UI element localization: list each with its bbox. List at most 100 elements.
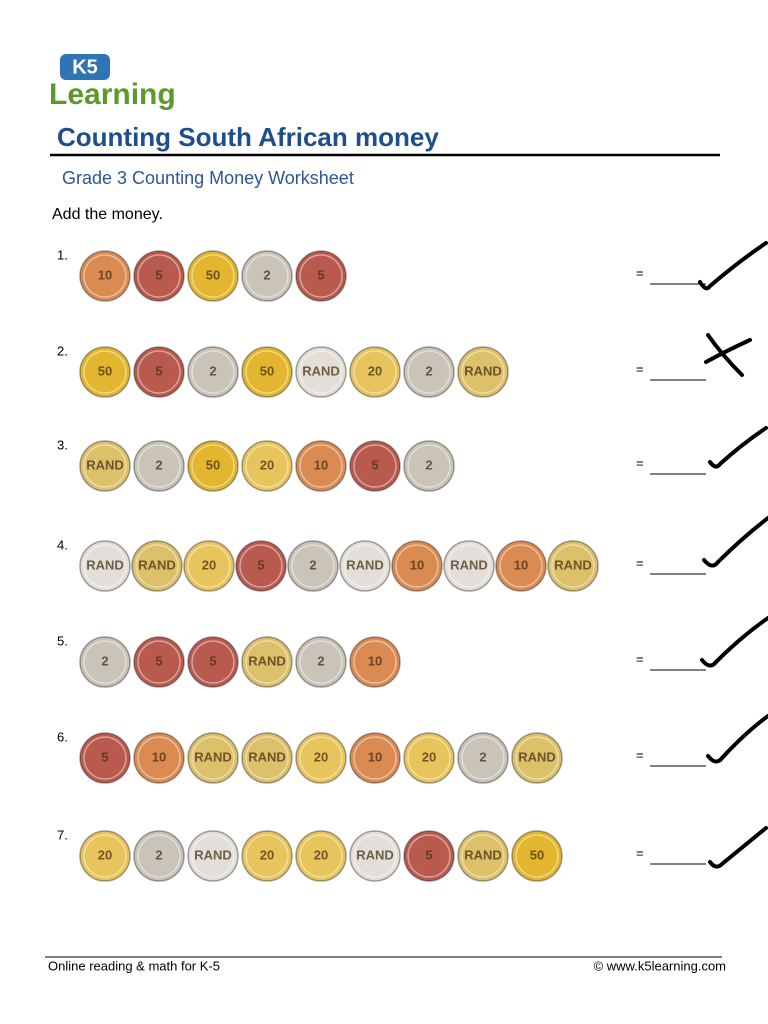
coin-face: RAND	[518, 749, 556, 764]
logo-badge-box	[60, 54, 110, 80]
coin: 5	[133, 636, 185, 688]
coin-face: 5	[209, 653, 216, 668]
coin-body	[79, 830, 131, 882]
coin-body	[443, 540, 495, 592]
coin-face: 20	[202, 557, 216, 572]
coin: RAND	[457, 830, 509, 882]
coin-rim	[83, 350, 127, 394]
coin-face: 50	[260, 363, 274, 378]
coin: 10	[295, 440, 347, 492]
coin-body	[133, 636, 185, 688]
coin-body	[295, 250, 347, 302]
grading-marks	[698, 241, 768, 869]
coin: RAND	[187, 732, 239, 784]
coin-body	[133, 440, 185, 492]
coin-face: RAND	[86, 557, 124, 572]
coin: 5	[349, 440, 401, 492]
coin-body	[235, 540, 287, 592]
coin-face: 2	[425, 457, 432, 472]
footer-right: © www.k5learning.com	[594, 958, 726, 973]
coin-body	[295, 636, 347, 688]
coin-body	[187, 830, 239, 882]
coin-face: 20	[260, 457, 274, 472]
coin-face: RAND	[356, 847, 394, 862]
coin-face: RAND	[554, 557, 592, 572]
coin-face: 5	[317, 267, 324, 282]
coin-body	[187, 636, 239, 688]
coin: 20	[79, 830, 131, 882]
coin-rim	[245, 640, 289, 684]
check-mark	[708, 826, 768, 869]
question-number: 4.	[57, 537, 68, 552]
coin: 20	[349, 346, 401, 398]
coin-body	[241, 440, 293, 492]
coin-face: 2	[317, 653, 324, 668]
check-mark	[698, 241, 768, 291]
coin-body	[295, 346, 347, 398]
question: 3. RAND 2 50 20 10 5 2 =	[57, 437, 706, 492]
check-mark	[700, 616, 768, 668]
coin-rim	[245, 834, 289, 878]
coin-rim	[239, 544, 283, 588]
coin: 5	[133, 346, 185, 398]
questions: 1.10 5 50 2 5 =2.50 5 2 50 RAND 20 2 RAND =3.RAND 2 50 2…	[57, 247, 706, 882]
coin-face: 5	[101, 749, 108, 764]
coin: 50	[79, 346, 131, 398]
coin-body	[187, 250, 239, 302]
coin: RAND	[349, 830, 401, 882]
coin: 5	[235, 540, 287, 592]
coin-rim	[461, 736, 505, 780]
coin-face: 50	[530, 847, 544, 862]
coin-face: 20	[422, 749, 436, 764]
coin: RAND	[187, 830, 239, 882]
coin-body	[79, 250, 131, 302]
coin-rim	[83, 544, 127, 588]
coin-rim	[353, 444, 397, 488]
coin-body	[403, 440, 455, 492]
coin-face: 5	[371, 457, 378, 472]
coin-body	[79, 636, 131, 688]
coin-face: RAND	[248, 749, 286, 764]
coin: 2	[241, 250, 293, 302]
coin: RAND	[457, 346, 509, 398]
question-number: 6.	[57, 729, 68, 744]
coin: RAND	[547, 540, 599, 592]
coin-rim	[395, 544, 439, 588]
coin: 10	[79, 250, 131, 302]
coin-rim	[191, 350, 235, 394]
coin-rim	[353, 640, 397, 684]
coin-rim	[191, 834, 235, 878]
question: 1. 10 5 50 2 5 =	[57, 247, 706, 302]
coin-rim	[299, 736, 343, 780]
coin-rim	[291, 544, 335, 588]
coin-rim	[137, 254, 181, 298]
coin-body	[133, 346, 185, 398]
equals-sign: =	[636, 651, 644, 666]
coin-face: RAND	[346, 557, 384, 572]
coin-body	[457, 346, 509, 398]
coin: 10	[349, 732, 401, 784]
coin-body	[241, 732, 293, 784]
coin-face: RAND	[302, 363, 340, 378]
coin-body	[241, 636, 293, 688]
coin-body	[495, 540, 547, 592]
coin: 10	[391, 540, 443, 592]
coin: RAND	[241, 732, 293, 784]
coin: 20	[241, 440, 293, 492]
coin: 20	[295, 732, 347, 784]
coin: 5	[79, 732, 131, 784]
check-mark	[708, 426, 768, 469]
coin: 2	[457, 732, 509, 784]
coin-body	[547, 540, 599, 592]
coin-face: RAND	[138, 557, 176, 572]
coin-rim	[299, 640, 343, 684]
coin: 5	[295, 250, 347, 302]
coin-body	[295, 830, 347, 882]
subtitle: Grade 3 Counting Money Worksheet	[62, 168, 354, 188]
equals-sign: =	[636, 747, 644, 762]
coin-rim	[245, 254, 289, 298]
coin-face: RAND	[248, 653, 286, 668]
coin-face: 5	[257, 557, 264, 572]
coin: 20	[403, 732, 455, 784]
